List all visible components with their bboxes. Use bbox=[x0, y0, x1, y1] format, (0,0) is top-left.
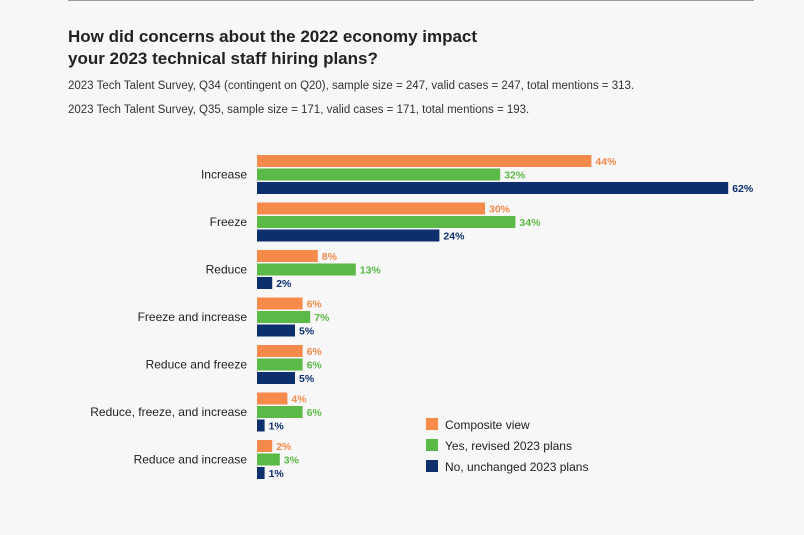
value-label-reduce-and-increase-no-unchanged-2023-plans: 1% bbox=[269, 468, 285, 480]
bar-reduce-and-increase-composite-view bbox=[257, 440, 273, 452]
value-label-freeze-no-unchanged-2023-plans: 24% bbox=[443, 231, 465, 243]
bar-freeze-and-increase-no-unchanged-2023-plans bbox=[257, 324, 295, 337]
legend-swatch-composite-view bbox=[426, 418, 438, 430]
value-label-reduce-freeze-and-increase-yes-revised-2023-plans: 6% bbox=[307, 407, 323, 419]
bar-freeze-composite-view bbox=[257, 202, 485, 215]
value-label-freeze-and-increase-no-unchanged-2023-plans: 5% bbox=[299, 326, 315, 338]
value-label-increase-no-unchanged-2023-plans: 62% bbox=[732, 183, 754, 195]
bar-freeze-and-increase-composite-view bbox=[257, 297, 303, 310]
value-label-reduce-no-unchanged-2023-plans: 2% bbox=[276, 278, 292, 290]
value-label-reduce-and-freeze-yes-revised-2023-plans: 6% bbox=[307, 360, 323, 372]
legend-label-composite-view: Composite view bbox=[445, 418, 530, 432]
bar-reduce-freeze-and-increase-composite-view bbox=[257, 392, 288, 405]
value-label-increase-composite-view: 44% bbox=[595, 156, 617, 168]
value-label-increase-yes-revised-2023-plans: 32% bbox=[504, 170, 526, 182]
bar-freeze-yes-revised-2023-plans bbox=[257, 216, 516, 228]
top-rule bbox=[68, 0, 754, 1]
category-label-increase: Increase bbox=[201, 168, 247, 182]
value-label-reduce-yes-revised-2023-plans: 13% bbox=[360, 265, 382, 277]
category-label-reduce: Reduce bbox=[206, 263, 248, 277]
bar-reduce-and-freeze-yes-revised-2023-plans bbox=[257, 358, 303, 371]
bar-reduce-and-increase-no-unchanged-2023-plans bbox=[257, 467, 265, 479]
category-label-freeze: Freeze bbox=[210, 215, 248, 229]
category-label-reduce-freeze-and-increase: Reduce, freeze, and increase bbox=[90, 405, 247, 419]
value-label-reduce-and-increase-yes-revised-2023-plans: 3% bbox=[284, 455, 300, 467]
bar-increase-no-unchanged-2023-plans bbox=[257, 182, 729, 194]
value-label-reduce-and-increase-composite-view: 2% bbox=[276, 441, 292, 453]
category-label-reduce-and-freeze: Reduce and freeze bbox=[146, 358, 248, 372]
value-label-reduce-freeze-and-increase-composite-view: 4% bbox=[291, 394, 307, 406]
bar-reduce-freeze-and-increase-no-unchanged-2023-plans bbox=[257, 419, 265, 432]
category-label-freeze-and-increase: Freeze and increase bbox=[138, 310, 248, 324]
value-label-freeze-yes-revised-2023-plans: 34% bbox=[519, 217, 541, 229]
value-label-reduce-and-freeze-no-unchanged-2023-plans: 5% bbox=[299, 373, 315, 385]
value-label-freeze-composite-view: 30% bbox=[489, 204, 511, 216]
bar-reduce-composite-view bbox=[257, 250, 318, 262]
legend-label-no-unchanged-2023-plans: No, unchanged 2023 plans bbox=[445, 460, 588, 474]
chart-title: How did concerns about the 2022 economy … bbox=[68, 27, 478, 68]
bar-increase-composite-view bbox=[257, 155, 592, 167]
legend-swatch-yes-revised-2023-plans bbox=[426, 439, 438, 451]
bar-reduce-and-freeze-composite-view bbox=[257, 345, 303, 357]
legend-label-yes-revised-2023-plans: Yes, revised 2023 plans bbox=[445, 439, 572, 453]
value-label-freeze-and-increase-yes-revised-2023-plans: 7% bbox=[314, 312, 330, 324]
bar-freeze-and-increase-yes-revised-2023-plans bbox=[257, 311, 311, 323]
value-label-reduce-composite-view: 8% bbox=[322, 251, 338, 263]
value-label-reduce-and-freeze-composite-view: 6% bbox=[307, 346, 323, 358]
value-label-freeze-and-increase-composite-view: 6% bbox=[307, 299, 323, 311]
survey-note-q35: 2023 Tech Talent Survey, Q35, sample siz… bbox=[68, 104, 530, 116]
bar-reduce-no-unchanged-2023-plans bbox=[257, 277, 273, 289]
bar-reduce-and-increase-yes-revised-2023-plans bbox=[257, 453, 280, 466]
bar-freeze-no-unchanged-2023-plans bbox=[257, 229, 440, 242]
value-label-reduce-freeze-and-increase-no-unchanged-2023-plans: 1% bbox=[269, 421, 285, 433]
survey-note-q34: 2023 Tech Talent Survey, Q34 (contingent… bbox=[68, 80, 635, 92]
bar-reduce-yes-revised-2023-plans bbox=[257, 263, 356, 276]
legend-swatch-no-unchanged-2023-plans bbox=[426, 460, 438, 472]
bar-reduce-freeze-and-increase-yes-revised-2023-plans bbox=[257, 406, 303, 418]
bar-reduce-and-freeze-no-unchanged-2023-plans bbox=[257, 372, 295, 384]
bar-increase-yes-revised-2023-plans bbox=[257, 168, 501, 181]
category-label-reduce-and-increase: Reduce and increase bbox=[134, 453, 248, 467]
